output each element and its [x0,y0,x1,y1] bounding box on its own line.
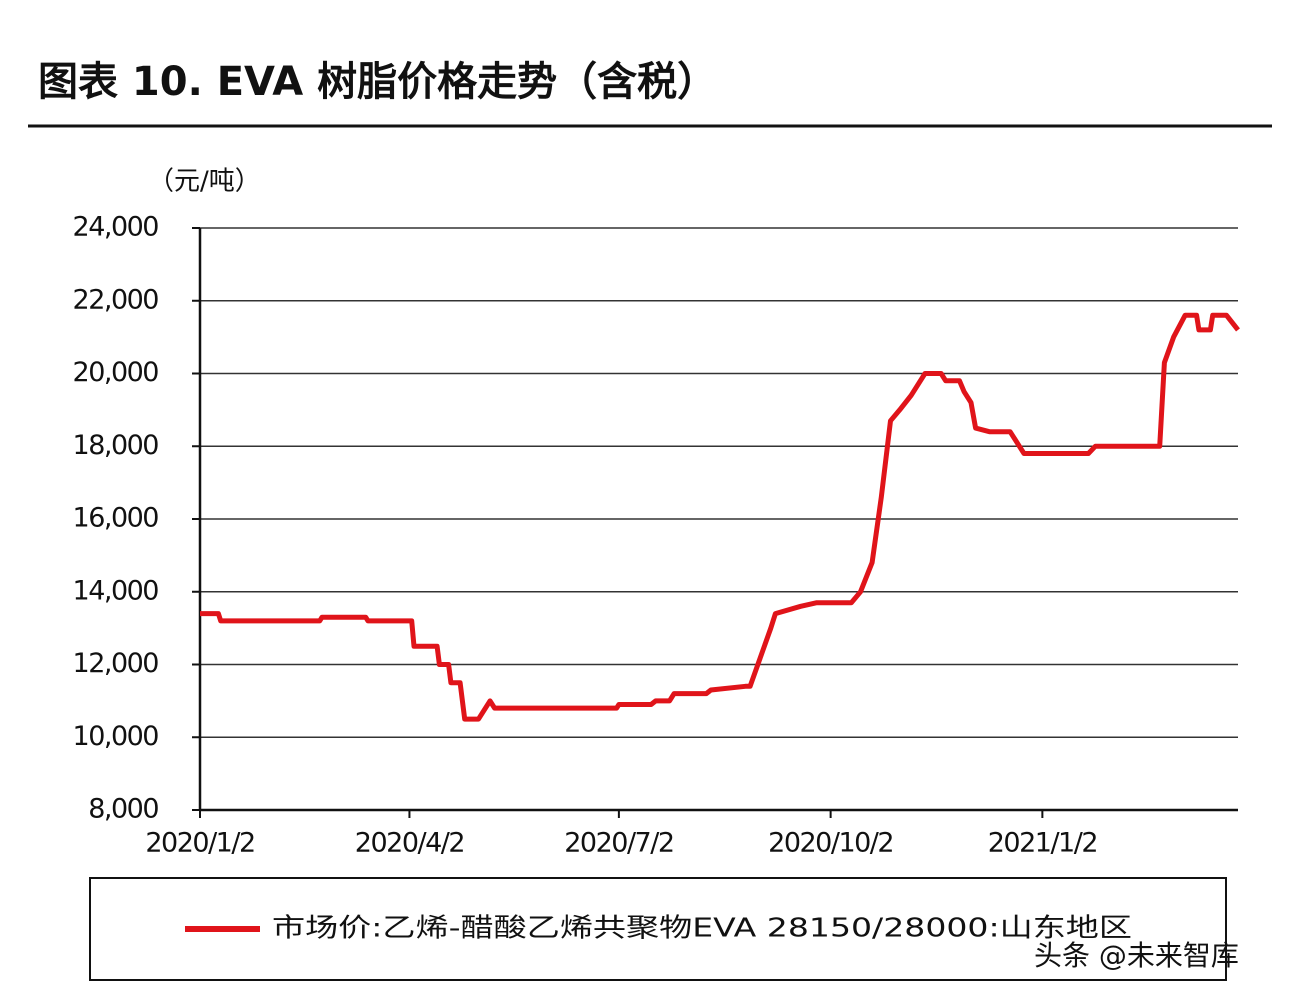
y-axis-unit: （元/吨） [148,167,261,197]
y-tick-label: 16,000 [73,503,159,534]
y-tick-label: 14,000 [73,575,159,606]
y-tick-label: 20,000 [73,357,159,388]
x-tick-label: 2020/10/2 [768,828,893,859]
y-tick-label: 18,000 [73,430,159,461]
legend-label: 市场价:乙烯-醋酸乙烯共聚物EVA 28150/28000:山东地区 [272,914,1132,944]
y-tick-label: 12,000 [73,648,159,679]
y-tick-label: 10,000 [73,721,159,752]
y-tick-label: 24,000 [73,212,159,243]
x-tick-label: 2020/4/2 [355,828,464,859]
x-tick-label: 2021/1/2 [988,828,1097,859]
y-tick-label: 22,000 [73,284,159,315]
watermark: 头条 @未来智库 [1034,939,1239,972]
x-tick-label: 2020/1/2 [145,828,254,859]
chart-title: 图表 10. EVA 树脂价格走势（含税） [38,59,717,105]
legend-box [89,877,1227,981]
x-tick-label: 2020/7/2 [564,828,673,859]
y-tick-label: 8,000 [88,794,158,825]
data-line [200,312,1240,722]
